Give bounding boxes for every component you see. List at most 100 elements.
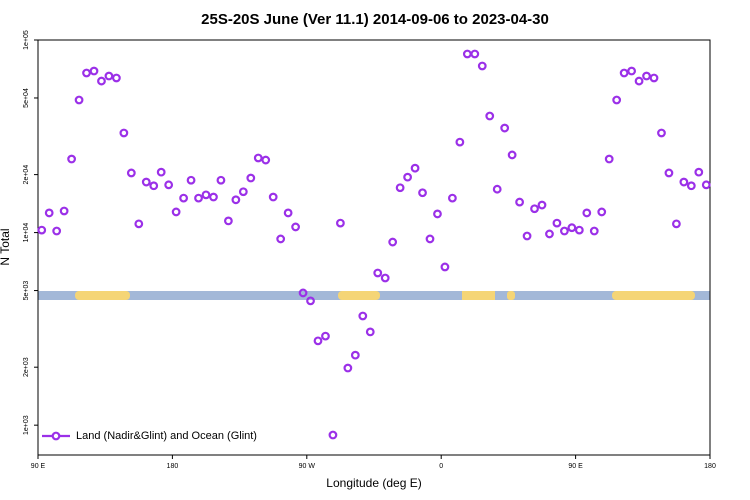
point	[343, 363, 353, 373]
y-tick-label: 5e+03	[23, 281, 30, 301]
land-band	[507, 291, 515, 300]
point	[89, 66, 99, 76]
point	[627, 66, 636, 76]
land-band	[462, 291, 495, 300]
point	[388, 237, 398, 247]
y-axis-label: N Total	[0, 228, 12, 265]
point	[582, 208, 592, 218]
point	[545, 229, 554, 239]
point	[433, 209, 442, 219]
point	[567, 223, 577, 233]
point	[97, 76, 106, 86]
plot-frame	[37, 39, 711, 456]
point	[111, 73, 121, 83]
point	[686, 181, 696, 191]
chart-title: 25S-20S June (Ver 11.1) 2014-09-06 to 20…	[201, 11, 549, 28]
point	[694, 167, 704, 177]
x-tick-label: 180	[704, 463, 716, 470]
point	[522, 231, 532, 241]
point	[410, 163, 420, 173]
point	[380, 273, 390, 283]
point	[649, 73, 659, 83]
point	[156, 167, 166, 177]
point	[276, 234, 286, 244]
point	[679, 177, 689, 187]
point	[171, 207, 181, 217]
y-tick-label: 2e+03	[23, 357, 30, 377]
legend-label: Land (Nadir&Glint) and Ocean (Glint)	[76, 430, 257, 442]
point	[365, 327, 375, 337]
point	[59, 206, 69, 216]
point	[448, 193, 457, 203]
y-tick-label: 1e+05	[23, 30, 30, 50]
point	[313, 336, 323, 346]
point	[141, 177, 151, 187]
point	[500, 123, 510, 133]
point	[657, 128, 666, 138]
point	[246, 173, 256, 183]
point	[149, 181, 159, 191]
point	[82, 68, 91, 78]
point	[701, 180, 711, 190]
point	[209, 192, 218, 202]
point	[126, 168, 136, 178]
x-tick-label: 90 E	[568, 463, 583, 470]
point	[37, 225, 47, 235]
point	[74, 95, 84, 105]
point	[261, 155, 271, 165]
y-tick-label: 5e+04	[23, 88, 30, 108]
point	[231, 195, 241, 205]
point	[253, 153, 263, 163]
point	[268, 192, 278, 202]
point	[179, 193, 189, 203]
point	[350, 350, 360, 360]
point	[672, 219, 681, 229]
point	[395, 183, 405, 193]
point	[537, 200, 547, 210]
land-ocean-strip	[38, 291, 710, 300]
point	[574, 225, 584, 235]
point	[373, 268, 383, 278]
point	[664, 168, 674, 178]
y-tick-label: 1e+03	[23, 415, 30, 435]
point	[358, 311, 368, 321]
point	[328, 430, 338, 440]
point	[418, 188, 427, 198]
point	[507, 150, 517, 160]
point	[119, 128, 129, 138]
point	[485, 111, 495, 121]
land-band	[338, 291, 380, 300]
y-tick-label: 2e+04	[23, 165, 30, 185]
point	[298, 288, 308, 298]
point	[134, 219, 144, 229]
point	[283, 208, 293, 218]
point	[201, 190, 211, 200]
point	[104, 71, 114, 81]
point	[67, 154, 76, 164]
point	[291, 222, 301, 232]
x-tick-label: 90 E	[31, 463, 46, 470]
point	[642, 71, 651, 81]
point	[321, 331, 330, 341]
point	[425, 234, 435, 244]
point	[530, 204, 539, 214]
point	[306, 296, 315, 306]
point	[440, 262, 450, 272]
legend-marker	[51, 431, 61, 441]
point	[612, 95, 622, 105]
point	[44, 208, 54, 218]
point	[597, 207, 607, 217]
point	[634, 76, 644, 86]
x-tick-label: 0	[439, 463, 443, 470]
point	[52, 226, 62, 236]
point	[619, 68, 629, 78]
point	[216, 175, 226, 185]
y-tick-label: 1e+04	[23, 223, 30, 243]
point	[589, 226, 599, 236]
point	[560, 226, 569, 236]
point	[186, 175, 196, 185]
land-band	[612, 291, 695, 300]
point	[223, 216, 233, 226]
